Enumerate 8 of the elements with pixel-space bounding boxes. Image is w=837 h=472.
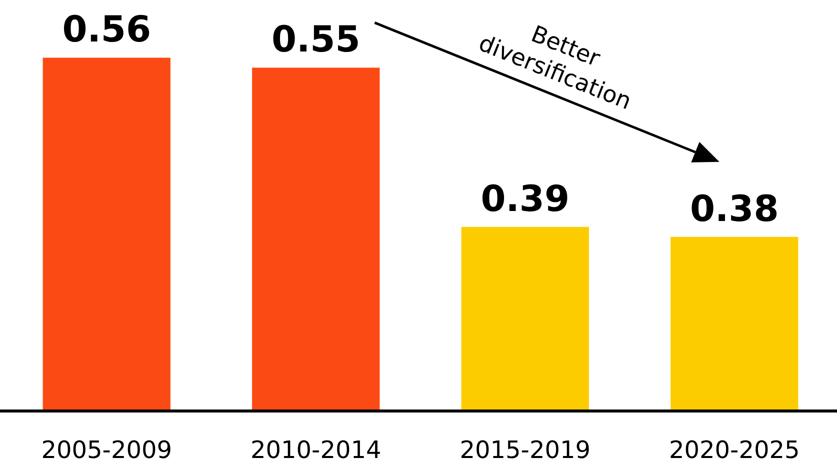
data-label: 0.56: [62, 10, 152, 51]
x-tick-label: 2010-2014: [250, 436, 382, 464]
x-tick-label: 2005-2009: [41, 436, 172, 464]
data-label: 0.55: [271, 20, 360, 61]
x-tick-label: 2015-2019: [460, 436, 591, 464]
data-label: 0.38: [690, 188, 779, 230]
data-label: 0.39: [480, 178, 570, 220]
x-tick-label: 2020-2025: [668, 436, 800, 464]
